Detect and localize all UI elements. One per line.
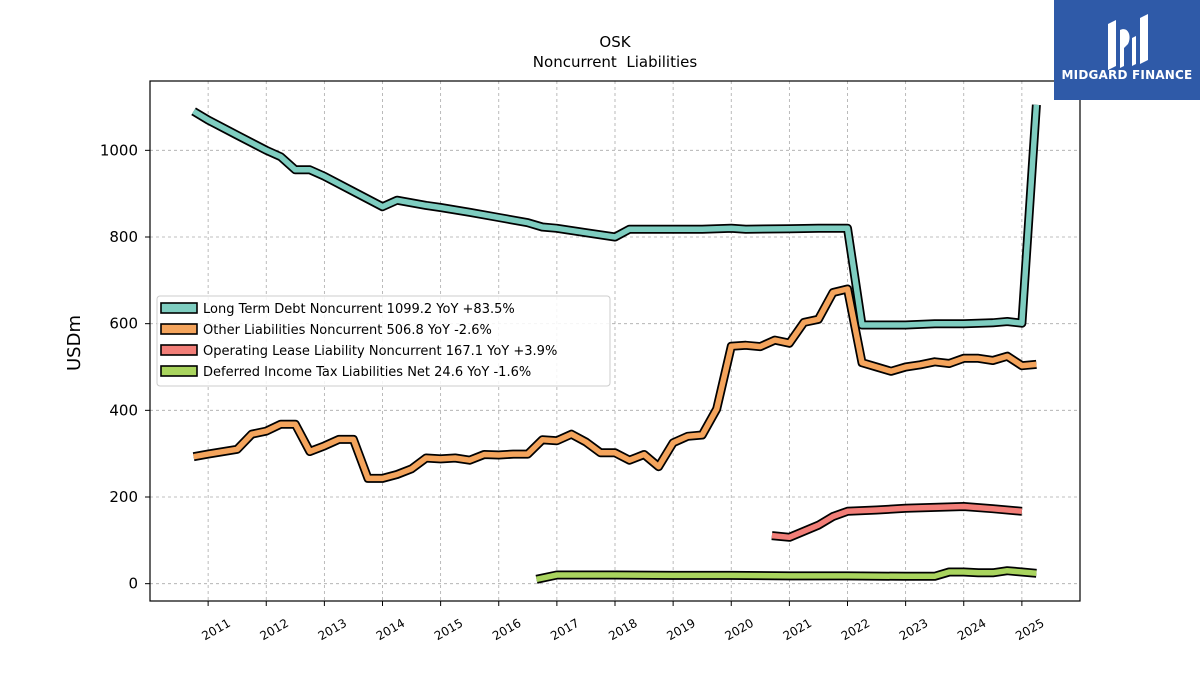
x-tick-label: 2019 — [664, 616, 697, 643]
legend-label: Operating Lease Liability Noncurrent 167… — [203, 344, 557, 359]
legend-swatch — [160, 302, 198, 314]
x-tick-label: 2017 — [548, 616, 581, 643]
x-tick-label: 2014 — [374, 616, 407, 643]
x-tick-label: 2018 — [606, 616, 639, 643]
legend-item: Other Liabilities Noncurrent 506.8 YoY -… — [160, 323, 492, 338]
x-tick-label: 2020 — [723, 616, 756, 643]
x-tick-label: 2023 — [897, 616, 930, 643]
brand-logo: MIDGARD FINANCE — [1054, 0, 1200, 100]
brand-name: MIDGARD FINANCE — [1061, 68, 1193, 82]
series-line — [193, 286, 1037, 482]
chart-subtitle: Noncurrent Liabilities — [533, 53, 698, 71]
series-line — [535, 567, 1037, 582]
legend-swatch — [160, 323, 198, 335]
legend-label: Long Term Debt Noncurrent 1099.2 YoY +83… — [203, 302, 515, 317]
series-2 — [771, 502, 1023, 542]
x-tick-label: 2022 — [839, 616, 872, 643]
x-tick-label: 2012 — [258, 616, 291, 643]
midgard-logo-icon — [1108, 14, 1148, 70]
legend-label: Other Liabilities Noncurrent 506.8 YoY -… — [203, 323, 492, 338]
legend: Long Term Debt Noncurrent 1099.2 YoY +83… — [156, 295, 611, 387]
y-tick-label: 400 — [109, 401, 138, 419]
legend-item: Deferred Income Tax Liabilities Net 24.6… — [160, 365, 531, 380]
series-line — [192, 104, 1040, 328]
x-tick-label: 2016 — [490, 616, 523, 643]
legend-box — [156, 295, 611, 387]
series-1 — [192, 284, 1037, 483]
y-tick-label: 0 — [128, 575, 138, 593]
legend-item: Operating Lease Liability Noncurrent 167… — [160, 344, 557, 359]
x-ticks: 2011 2012 2013 2014 2015 2016 2017 2018 2019 2020… — [199, 601, 1047, 643]
chart-title: OSK — [599, 33, 631, 51]
legend-swatch — [160, 365, 198, 377]
y-tick-label: 600 — [109, 315, 138, 333]
y-tick-label: 1000 — [100, 141, 138, 159]
y-tick-label: 200 — [109, 488, 138, 506]
x-tick-label: 2021 — [781, 616, 814, 643]
x-tick-label: 2024 — [955, 616, 988, 643]
x-tick-label: 2025 — [1013, 616, 1046, 643]
y-axis-label: USDm — [64, 315, 85, 371]
x-tick-label: 2011 — [199, 616, 232, 643]
legend-item: Long Term Debt Noncurrent 1099.2 YoY +83… — [160, 302, 515, 317]
series-3 — [535, 566, 1037, 584]
series-layer — [191, 104, 1041, 584]
x-tick-label: 2015 — [432, 616, 465, 643]
y-tick-label: 800 — [109, 228, 138, 246]
legend-label: Deferred Income Tax Liabilities Net 24.6… — [203, 365, 531, 380]
series-0 — [191, 104, 1041, 330]
y-ticks: 0 200 400 600 800 1000 — [100, 141, 150, 593]
legend-swatch — [160, 344, 198, 356]
series-line — [771, 503, 1023, 541]
x-tick-label: 2013 — [316, 616, 349, 643]
